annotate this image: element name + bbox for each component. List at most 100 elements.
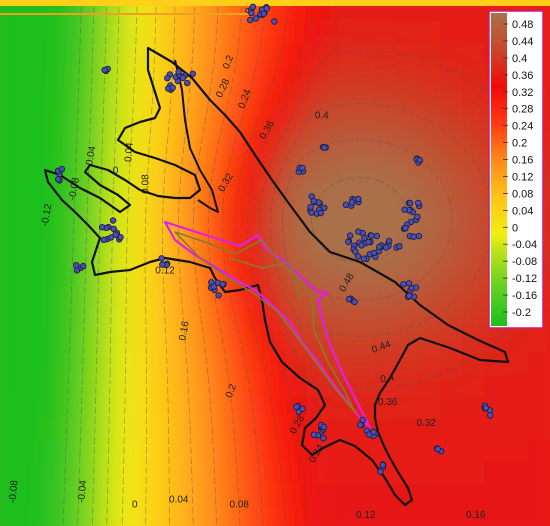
field-cell bbox=[462, 352, 486, 376]
data-point bbox=[373, 232, 381, 240]
field-cell bbox=[484, 352, 508, 376]
colorbar-tick-label: 0.24 bbox=[512, 121, 533, 133]
field-cell bbox=[154, 440, 178, 464]
field-cell bbox=[198, 242, 222, 266]
field-cell bbox=[242, 330, 266, 354]
colorbar-tick-label: 0.16 bbox=[512, 155, 533, 167]
field-cell bbox=[374, 22, 398, 46]
field-cell bbox=[506, 462, 530, 486]
field-cell bbox=[220, 352, 244, 376]
field-cell bbox=[0, 88, 24, 112]
field-cell bbox=[396, 396, 420, 420]
field-cell bbox=[154, 308, 178, 332]
field-cell bbox=[88, 330, 112, 354]
field-cell bbox=[286, 506, 310, 526]
black-outline bbox=[43, 46, 510, 507]
field-cell bbox=[132, 440, 156, 464]
field-cell bbox=[352, 264, 376, 288]
field-cell bbox=[0, 44, 24, 68]
field-cell bbox=[22, 44, 46, 68]
field-cell bbox=[22, 66, 46, 90]
field-cell bbox=[66, 352, 90, 376]
field-cell bbox=[528, 330, 550, 354]
field-cell bbox=[242, 418, 266, 442]
top-band-fill bbox=[0, 0, 550, 6]
data-point bbox=[406, 292, 413, 299]
data-point bbox=[252, 15, 260, 22]
field-cell bbox=[418, 352, 442, 376]
field-cell bbox=[176, 374, 200, 398]
colorbar-tick-label: -0.04 bbox=[512, 239, 537, 251]
field-cell bbox=[352, 374, 376, 398]
field-cell bbox=[330, 154, 354, 178]
field-cell bbox=[396, 132, 420, 156]
field-cell bbox=[484, 374, 508, 398]
field-cell bbox=[352, 132, 376, 156]
contour-label: -0.12 bbox=[40, 203, 55, 228]
field-cell bbox=[132, 220, 156, 244]
field-cell bbox=[352, 352, 376, 376]
field-cell bbox=[66, 198, 90, 222]
field-cell bbox=[0, 22, 24, 46]
field-cell bbox=[22, 506, 46, 526]
field-cell bbox=[418, 110, 442, 134]
contour-label: 0.4 bbox=[315, 110, 329, 121]
data-point bbox=[355, 195, 362, 203]
data-point bbox=[482, 404, 489, 412]
data-point bbox=[293, 403, 300, 410]
field-cell bbox=[110, 418, 134, 442]
field-cell bbox=[44, 440, 68, 464]
data-point bbox=[158, 255, 165, 262]
field-cell bbox=[286, 308, 310, 332]
field-cell bbox=[220, 132, 244, 156]
contour-label: 0.32 bbox=[417, 418, 437, 429]
field-cell bbox=[0, 396, 24, 420]
data-point bbox=[315, 199, 322, 206]
colorbar-tick-label: 0.48 bbox=[512, 19, 533, 31]
field-cell bbox=[484, 418, 508, 442]
field-cell bbox=[286, 110, 310, 134]
field-cell bbox=[22, 374, 46, 398]
field-cell bbox=[176, 462, 200, 486]
field-cell bbox=[462, 44, 486, 68]
field-cell bbox=[396, 66, 420, 90]
data-point bbox=[248, 9, 255, 17]
field-cell bbox=[330, 44, 354, 68]
field-cell bbox=[132, 88, 156, 112]
field-cell bbox=[110, 242, 134, 266]
field-cell bbox=[308, 484, 332, 508]
field-cell bbox=[44, 264, 68, 288]
field-cell bbox=[440, 132, 464, 156]
field-cell bbox=[440, 418, 464, 442]
field-cell bbox=[132, 396, 156, 420]
field-cell bbox=[22, 154, 46, 178]
field-cell bbox=[286, 22, 310, 46]
field-cell bbox=[506, 484, 530, 508]
field-cell bbox=[462, 22, 486, 46]
field-cell bbox=[0, 154, 24, 178]
field-cell bbox=[44, 22, 68, 46]
field-cell bbox=[154, 330, 178, 354]
data-point bbox=[164, 74, 171, 82]
field-cell bbox=[220, 374, 244, 398]
data-point bbox=[365, 238, 372, 246]
contour-label: 0.16 bbox=[177, 320, 191, 342]
data-point bbox=[361, 234, 368, 242]
data-point bbox=[416, 156, 423, 164]
field-cell bbox=[352, 462, 376, 486]
field-cell bbox=[154, 132, 178, 156]
data-point bbox=[376, 243, 383, 251]
field-cell bbox=[66, 484, 90, 508]
data-point bbox=[400, 281, 407, 288]
data-point bbox=[385, 237, 393, 245]
field-cell bbox=[22, 330, 46, 354]
field-cell bbox=[0, 66, 24, 90]
contour-label: 0.12 bbox=[356, 510, 376, 521]
data-point bbox=[215, 292, 222, 299]
field-cell bbox=[132, 198, 156, 222]
field-cell bbox=[198, 374, 222, 398]
field-cell bbox=[242, 352, 266, 376]
field-cell bbox=[132, 462, 156, 486]
field-cell bbox=[264, 66, 288, 90]
field-cell bbox=[418, 66, 442, 90]
